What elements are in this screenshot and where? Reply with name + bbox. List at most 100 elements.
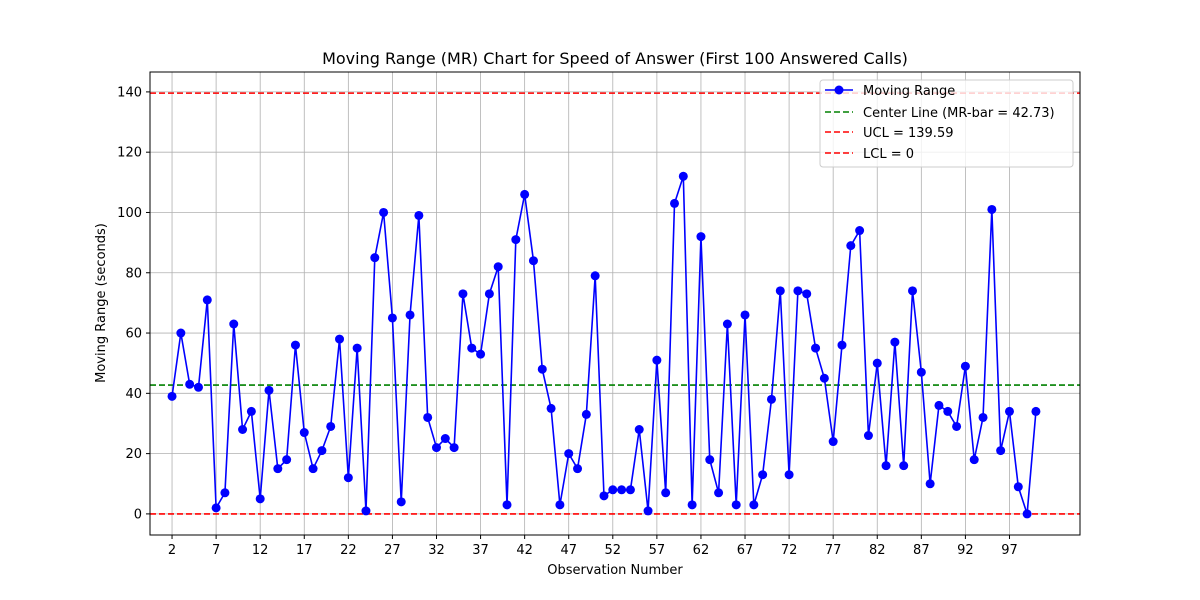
data-point — [758, 470, 768, 480]
data-point — [925, 479, 935, 489]
data-point — [784, 470, 794, 480]
data-point — [978, 412, 988, 422]
data-point — [934, 400, 944, 410]
y-tick-label: 140 — [117, 85, 142, 100]
x-tick-label: 2 — [168, 543, 176, 558]
data-point — [916, 367, 926, 377]
chart-title: Moving Range (MR) Chart for Speed of Ans… — [322, 49, 908, 68]
data-point — [317, 446, 327, 456]
data-point — [484, 289, 494, 299]
data-point — [863, 431, 873, 441]
data-point — [361, 506, 371, 516]
data-point — [625, 485, 635, 495]
data-point — [960, 361, 970, 371]
y-tick-label: 40 — [125, 387, 142, 402]
data-point — [766, 394, 776, 404]
data-point — [837, 340, 847, 350]
legend-label-ucl: UCL = 139.59 — [863, 126, 953, 141]
data-point — [335, 334, 345, 344]
data-point — [370, 253, 380, 263]
data-point — [520, 189, 530, 199]
y-axis-title: Moving Range (seconds) — [94, 223, 109, 383]
data-point — [255, 494, 265, 504]
data-point — [643, 506, 653, 516]
x-tick-label: 42 — [516, 543, 533, 558]
data-point — [202, 295, 212, 305]
data-point — [431, 443, 441, 453]
data-point — [714, 488, 724, 498]
data-point — [476, 349, 486, 359]
data-point — [185, 379, 195, 389]
x-tick-label: 17 — [296, 543, 313, 558]
data-point — [176, 328, 186, 338]
y-tick-label: 100 — [117, 206, 142, 221]
data-point — [493, 262, 503, 272]
data-point — [299, 428, 309, 438]
data-point — [396, 497, 406, 507]
grid — [150, 72, 1080, 535]
data-point — [167, 391, 177, 401]
data-point — [661, 488, 671, 498]
data-point — [899, 461, 909, 471]
data-point — [414, 210, 424, 220]
y-tick-label: 20 — [125, 447, 142, 462]
data-point — [387, 313, 397, 323]
plot-frame — [149, 71, 1081, 536]
data-point — [802, 289, 812, 299]
data-point — [238, 424, 248, 434]
data-point — [1004, 406, 1014, 416]
data-point — [440, 434, 450, 444]
data-point — [546, 403, 556, 413]
data-point — [405, 310, 415, 320]
data-point — [1022, 509, 1032, 519]
data-point — [696, 232, 706, 242]
data-point — [211, 503, 221, 513]
data-point — [996, 446, 1006, 456]
data-point — [687, 500, 697, 510]
x-tick-label: 47 — [560, 543, 577, 558]
x-tick-label: 52 — [605, 543, 622, 558]
data-point — [855, 226, 865, 236]
data-point — [590, 271, 600, 281]
data-point — [573, 464, 583, 474]
legend-marker-moving-range — [834, 85, 844, 95]
data-point — [599, 491, 609, 501]
data-point — [379, 207, 389, 217]
x-axis-ticks: 2 7 12 17 22 27 32 37 42 47 52 57 62 67 72 77 82 87 92 97 — [168, 535, 1018, 558]
data-point — [423, 412, 433, 422]
data-point — [352, 343, 362, 353]
data-point — [872, 358, 882, 368]
legend-label-moving-range: Moving Range — [863, 84, 955, 99]
data-point — [722, 319, 732, 329]
data-point — [343, 473, 353, 483]
data-point — [678, 171, 688, 181]
data-point — [652, 355, 662, 365]
data-point — [220, 488, 230, 498]
data-point — [193, 382, 203, 392]
data-point — [229, 319, 239, 329]
data-point — [264, 385, 274, 395]
data-point — [564, 449, 574, 459]
y-tick-label: 120 — [117, 146, 142, 161]
data-point — [670, 198, 680, 208]
data-point — [467, 343, 477, 353]
data-point — [881, 461, 891, 471]
data-point — [502, 500, 512, 510]
data-point — [537, 364, 547, 374]
data-point — [308, 464, 318, 474]
data-point — [819, 373, 829, 383]
x-tick-label: 67 — [737, 543, 754, 558]
x-tick-label: 27 — [384, 543, 401, 558]
y-axis-ticks: 0 20 40 60 80 100 120 140 — [117, 85, 150, 522]
data-point — [828, 437, 838, 447]
y-tick-label: 60 — [125, 327, 142, 342]
data-point — [811, 343, 821, 353]
x-tick-label: 37 — [472, 543, 489, 558]
x-tick-label: 87 — [913, 543, 930, 558]
x-tick-label: 22 — [340, 543, 357, 558]
data-point — [246, 406, 256, 416]
data-point — [1013, 482, 1023, 492]
data-point — [634, 424, 644, 434]
x-tick-label: 92 — [957, 543, 974, 558]
data-point — [793, 286, 803, 296]
